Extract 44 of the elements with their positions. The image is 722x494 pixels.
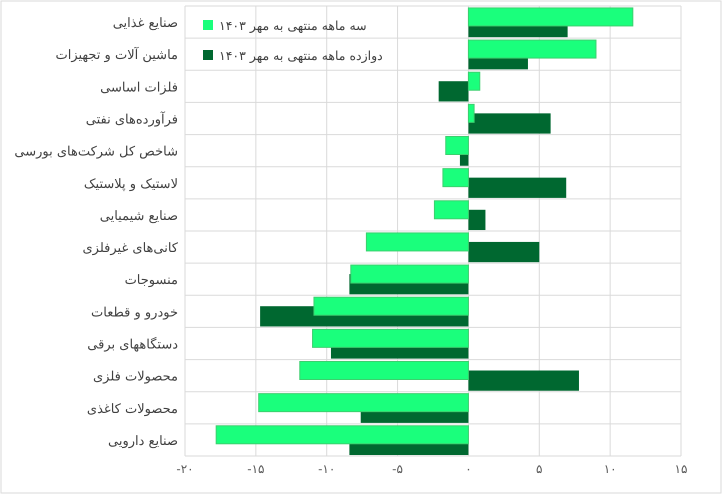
bar	[468, 113, 551, 134]
legend-label: دوازده ماهه منتهی به مهر ۱۴۰۳	[219, 48, 383, 64]
y-tick-label: فلزات اساسی	[100, 80, 178, 96]
x-tick-label: ۵	[536, 462, 543, 476]
y-tick-label: صنایع غذایی	[112, 16, 178, 32]
x-tick-label: ۱۵	[674, 462, 688, 476]
bar	[468, 104, 475, 123]
y-tick-label: محصولات فلزی	[93, 370, 178, 385]
bar	[468, 40, 596, 59]
y-tick-label: صنایع شیمیایی	[100, 208, 178, 224]
y-tick-label: فرآورده‌های نفتی	[86, 110, 178, 128]
bar	[299, 361, 469, 380]
x-tick-label: -۱۰	[318, 462, 336, 476]
bar	[468, 7, 634, 26]
bar	[468, 72, 480, 91]
bar	[312, 328, 469, 348]
y-tick-label: لاستیک و پلاستیک	[84, 176, 178, 192]
bar	[434, 200, 469, 220]
bar	[468, 178, 566, 198]
bar	[445, 136, 469, 155]
bar	[366, 232, 469, 252]
bar	[468, 370, 579, 391]
bar	[468, 210, 486, 230]
y-tick-label: صنایع دارویی	[108, 434, 178, 449]
y-tick-label: شاخص کل شرکت‌های بورسی	[14, 144, 178, 160]
y-tick-label: دستگاههای برقی	[87, 336, 178, 352]
bar	[258, 393, 469, 412]
bar	[468, 242, 540, 262]
x-tick-label: ۱۰	[604, 462, 617, 476]
x-tick-label: ۰	[465, 462, 472, 476]
y-tick-label: کانی‌های غیرفلزی	[82, 241, 179, 256]
y-tick-label: محصولات کاغذی	[86, 402, 178, 417]
y-tick-label: منسوجات	[124, 273, 178, 288]
bar	[442, 168, 469, 188]
y-tick-label: ماشین آلات و تجهیزات	[55, 46, 178, 64]
y-tick-label: خودرو و قطعات	[91, 305, 178, 320]
legend-label: سه ماهه منتهی به مهر ۱۴۰۳	[219, 18, 367, 34]
bar	[438, 81, 468, 102]
bar	[216, 425, 469, 444]
bar	[313, 296, 469, 316]
bar	[350, 264, 469, 284]
x-tick-label: -۵	[392, 462, 403, 476]
x-tick-label: -۱۵	[247, 462, 264, 476]
x-tick-label: -۲۰	[176, 462, 194, 476]
